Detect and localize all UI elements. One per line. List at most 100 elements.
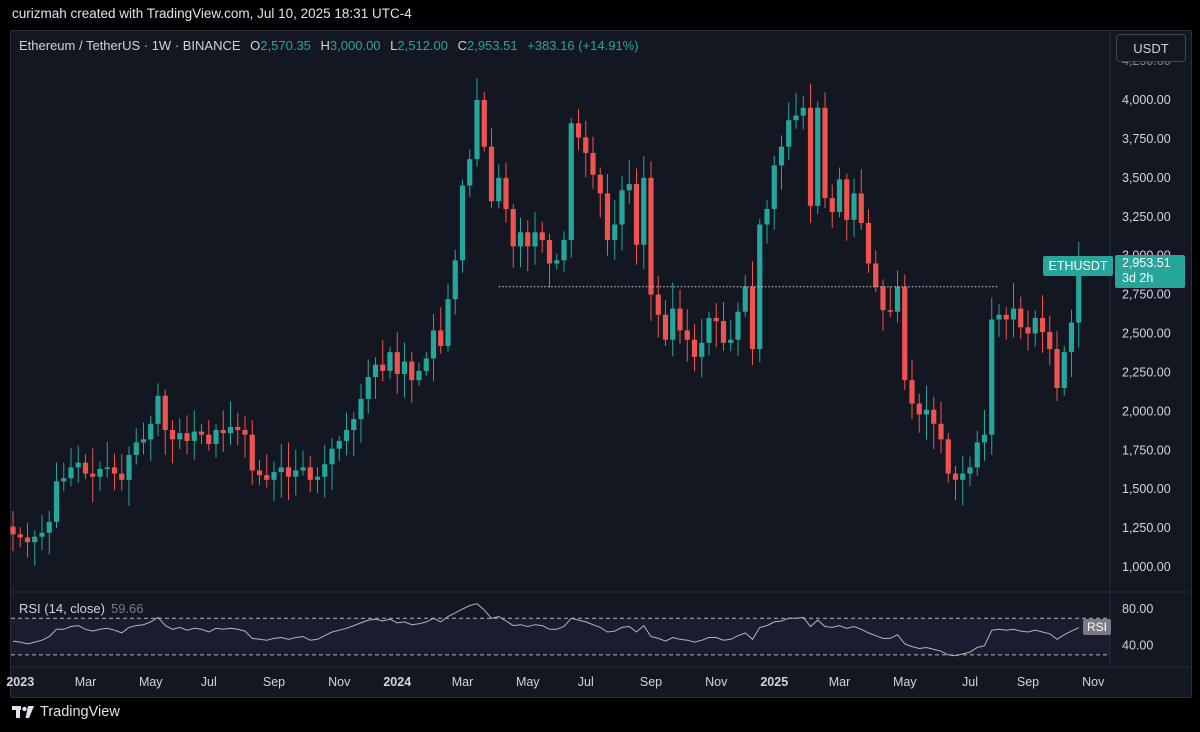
candle-body <box>655 294 661 315</box>
candle <box>677 289 683 344</box>
candle <box>699 318 705 378</box>
time-tick-label: Nov <box>328 675 351 689</box>
price-tick-label: 2,250.00 <box>1122 365 1171 379</box>
candle <box>851 178 857 237</box>
candle <box>394 332 400 394</box>
candle <box>445 283 451 352</box>
time-tick-label: Nov <box>705 675 728 689</box>
candle <box>467 149 473 197</box>
candle <box>836 167 843 218</box>
candle <box>162 389 168 455</box>
candle-body <box>438 330 444 346</box>
time-tick-label: Sep <box>1017 675 1039 689</box>
candle-body <box>68 467 74 479</box>
price-tick-label: 1,750.00 <box>1122 443 1171 457</box>
candle <box>902 274 908 390</box>
candle <box>822 92 828 209</box>
candle <box>909 359 915 419</box>
candle <box>568 118 574 258</box>
symbol-tag: ETHUSDT <box>1043 256 1113 276</box>
candle-body <box>670 308 676 340</box>
grid-layer <box>11 31 1189 668</box>
candle-body <box>938 423 944 440</box>
candle <box>539 221 545 253</box>
candle-body <box>786 120 792 147</box>
candle-body <box>633 184 640 245</box>
candle <box>140 422 147 455</box>
candle-body <box>191 431 197 441</box>
candle-body <box>242 430 248 435</box>
candle-body <box>467 159 473 186</box>
candle <box>1061 345 1067 396</box>
price-tick-label: 1,000.00 <box>1122 560 1171 574</box>
candle-body <box>336 440 342 449</box>
price-tick-label: 3,250.00 <box>1122 210 1171 224</box>
candle-body <box>97 468 103 477</box>
candle <box>510 204 516 268</box>
candle-body <box>162 395 168 431</box>
candle <box>90 448 96 503</box>
candle-body <box>764 208 770 225</box>
candle <box>597 167 603 218</box>
candle-body <box>365 377 371 399</box>
price-tick-label: 1,250.00 <box>1122 521 1171 535</box>
time-tick-label: Jul <box>962 675 978 689</box>
candle <box>655 276 661 338</box>
candle-body <box>285 467 292 477</box>
candles-layer <box>10 78 1110 566</box>
candle <box>39 515 45 551</box>
candle-body <box>575 123 582 138</box>
time-tick-label: Mar <box>829 675 851 689</box>
candle <box>300 450 306 476</box>
price-tick-label: 2,000.00 <box>1122 404 1171 418</box>
candle <box>1032 310 1038 347</box>
candle <box>104 441 110 478</box>
tradingview-logo-icon <box>12 706 34 718</box>
attribution-text: curizmah created with TradingView.com, J… <box>12 6 412 21</box>
rsi-value: 59.66 <box>110 601 144 616</box>
candle <box>17 527 23 548</box>
candle-body <box>17 534 23 538</box>
candle-body <box>416 370 422 381</box>
time-tick-label: Sep <box>640 675 662 689</box>
rsi-line <box>12 603 1080 657</box>
time-tick-label: 2025 <box>760 675 788 689</box>
candle <box>459 179 466 273</box>
currency-button[interactable]: USDT <box>1116 34 1186 62</box>
candle-body <box>894 286 901 312</box>
candle-body <box>923 409 930 415</box>
time-tick-label: Mar <box>452 675 474 689</box>
candle <box>583 120 589 178</box>
candle <box>807 83 814 223</box>
candle <box>53 462 60 529</box>
high-label: H <box>320 38 330 53</box>
candle-body <box>46 521 52 533</box>
candle <box>815 101 821 215</box>
candle <box>764 200 770 244</box>
low-value: 2,512.00 <box>397 38 448 53</box>
candle-body <box>699 342 705 357</box>
candle <box>996 304 1002 337</box>
candle-body <box>981 434 988 443</box>
candle-body <box>423 358 429 371</box>
candle <box>771 155 777 230</box>
candle-body <box>24 537 31 543</box>
candle-body <box>387 352 393 371</box>
candle <box>648 161 654 321</box>
candle-body <box>75 462 81 468</box>
candle-body <box>873 263 879 287</box>
candle-body <box>1032 317 1038 334</box>
chart-frame[interactable] <box>10 30 1192 698</box>
time-tick-label: May <box>139 675 163 689</box>
candle-body <box>720 321 727 343</box>
candle <box>372 357 379 400</box>
footer-brand[interactable]: TradingView <box>12 704 120 720</box>
candle <box>662 300 669 347</box>
candle <box>691 324 698 372</box>
candle-body <box>1003 314 1009 320</box>
rsi-tag: RSI <box>1083 619 1111 635</box>
candle <box>778 135 785 190</box>
candle <box>720 302 727 351</box>
